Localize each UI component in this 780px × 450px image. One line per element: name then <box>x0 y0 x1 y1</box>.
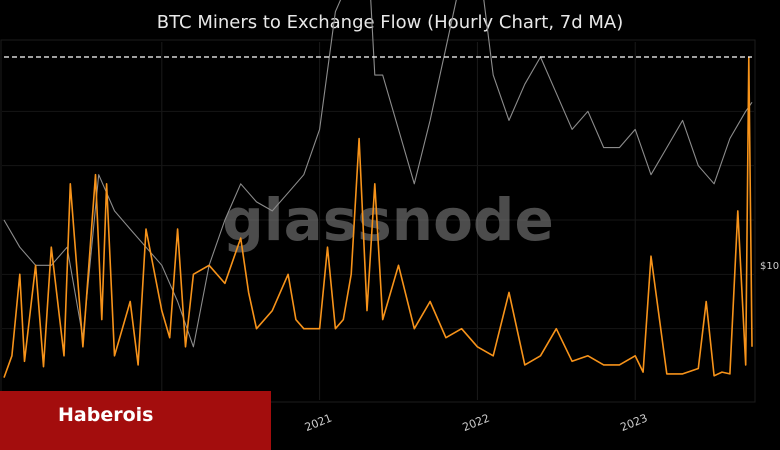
brand-label: Haberois <box>58 404 154 426</box>
x-tick-label: 2023 <box>618 411 649 434</box>
x-tick-label: 2022 <box>461 411 492 434</box>
series-line-price <box>3 0 753 348</box>
plot-area <box>0 39 756 403</box>
brand-banner: Haberois <box>0 391 271 450</box>
series-line-exchange-flow <box>3 56 753 378</box>
y-right-tick-label: $10 <box>760 261 779 272</box>
x-tick-label: 2021 <box>303 411 334 434</box>
watermark: glassnode <box>222 186 554 254</box>
chart-title: BTC Miners to Exchange Flow (Hourly Char… <box>156 12 624 33</box>
series-layer <box>3 0 753 378</box>
grid <box>2 42 754 400</box>
